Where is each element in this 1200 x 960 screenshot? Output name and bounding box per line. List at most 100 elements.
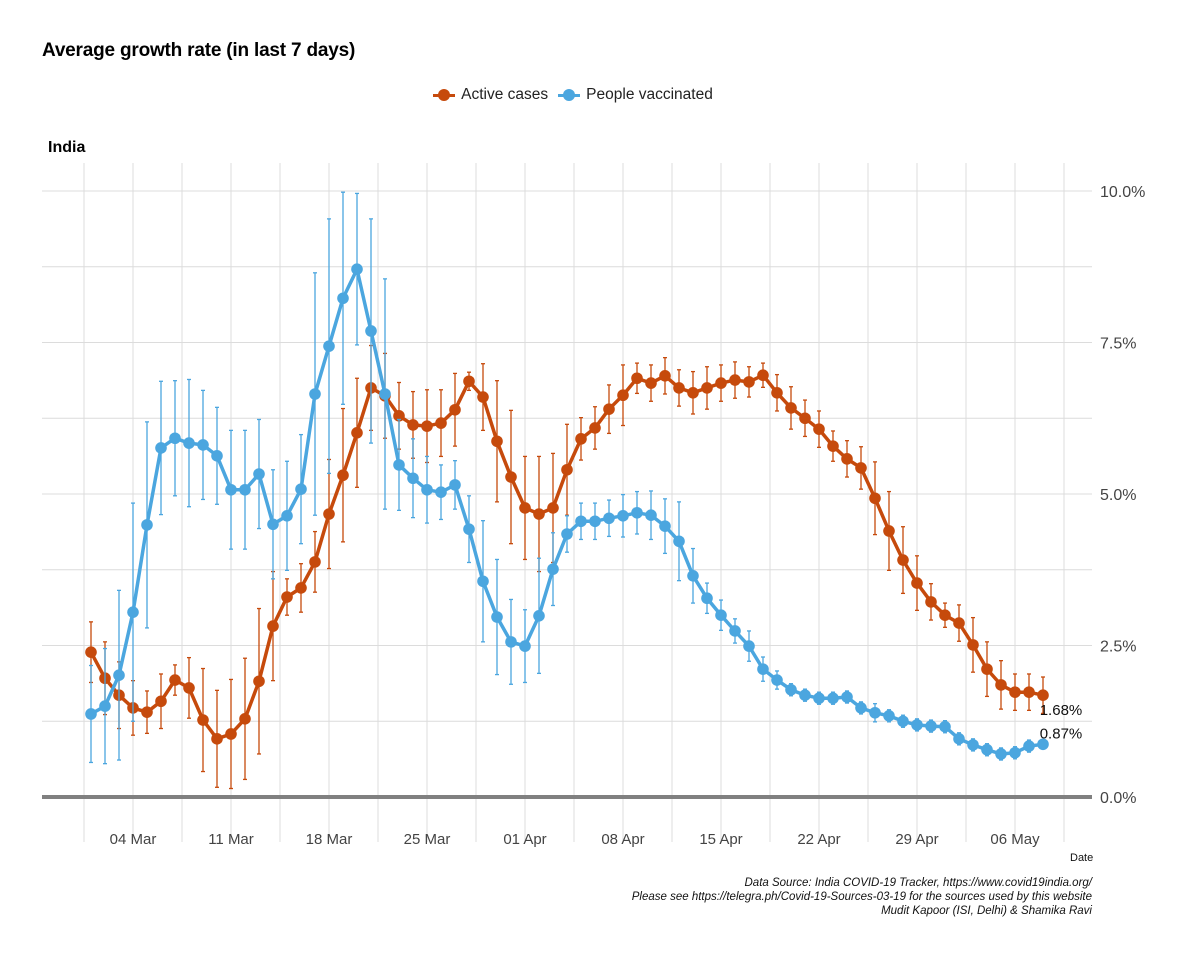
data-point[interactable] [827,440,839,452]
data-point[interactable] [169,432,181,445]
legend-item-people-vaccinated[interactable]: People vaccinated [558,86,713,104]
data-point[interactable] [477,391,489,403]
data-point[interactable] [771,386,783,399]
data-point[interactable] [407,419,419,431]
data-point[interactable] [211,733,223,745]
data-point[interactable] [1009,686,1021,698]
data-point[interactable] [841,453,853,465]
legend-item-active-cases[interactable]: Active cases [433,86,548,104]
data-point[interactable] [225,728,237,740]
data-point[interactable] [365,325,377,337]
data-point[interactable] [435,486,447,498]
data-point[interactable] [99,700,111,712]
data-point[interactable] [561,463,573,476]
data-point[interactable] [183,437,195,449]
data-point[interactable] [239,713,251,725]
data-point[interactable] [925,596,937,608]
data-point[interactable] [519,640,531,652]
data-point[interactable] [967,639,979,651]
data-point[interactable] [939,609,951,621]
data-point[interactable] [197,714,209,726]
data-point[interactable] [211,450,223,462]
data-point[interactable] [449,403,461,416]
data-point[interactable] [757,663,769,675]
data-point[interactable] [309,556,321,568]
data-point[interactable] [981,743,993,756]
data-point[interactable] [519,502,531,514]
data-point[interactable] [1009,746,1021,759]
data-point[interactable] [701,592,713,605]
data-point[interactable] [561,528,573,540]
data-point[interactable] [295,483,307,495]
data-point[interactable] [435,417,447,429]
data-point[interactable] [925,720,937,732]
data-point[interactable] [981,663,993,675]
data-point[interactable] [897,554,909,566]
data-point[interactable] [785,683,797,696]
data-point[interactable] [911,719,923,731]
data-point[interactable] [743,640,755,652]
data-point[interactable] [883,525,895,537]
data-point[interactable] [533,610,545,622]
data-point[interactable] [1023,740,1035,752]
data-point[interactable] [547,502,559,514]
data-point[interactable] [575,433,587,445]
data-point[interactable] [645,377,657,389]
data-point[interactable] [351,426,363,439]
data-point[interactable] [869,706,881,719]
data-point[interactable] [869,492,881,505]
data-point[interactable] [309,388,321,400]
data-point[interactable] [617,389,629,402]
data-point[interactable] [183,682,195,694]
data-point[interactable] [939,720,951,733]
data-point[interactable] [113,669,125,681]
data-point[interactable] [463,523,475,535]
data-point[interactable] [1037,689,1049,701]
data-point[interactable] [491,611,503,623]
data-point[interactable] [323,340,335,352]
data-point[interactable] [911,577,923,589]
data-point[interactable] [253,675,265,688]
data-point[interactable] [883,709,895,722]
data-point[interactable] [603,403,615,415]
data-point[interactable] [785,402,797,414]
data-point[interactable] [953,733,965,745]
data-point[interactable] [267,518,279,531]
data-point[interactable] [575,515,587,528]
data-point[interactable] [855,702,867,714]
data-point[interactable] [659,520,671,532]
data-point[interactable] [169,674,181,686]
data-point[interactable] [701,382,713,394]
data-point[interactable] [351,263,363,275]
data-point[interactable] [393,410,405,422]
data-point[interactable] [855,462,867,474]
data-point[interactable] [155,695,167,708]
data-point[interactable] [631,506,643,519]
data-point[interactable] [687,386,699,399]
data-point[interactable] [141,706,153,718]
data-point[interactable] [127,606,139,618]
data-point[interactable] [799,689,811,701]
data-point[interactable] [281,510,293,522]
data-point[interactable] [505,636,517,648]
data-point[interactable] [421,483,433,496]
data-point[interactable] [155,442,167,454]
data-point[interactable] [841,691,853,703]
data-point[interactable] [589,422,601,434]
data-point[interactable] [715,609,727,621]
data-point[interactable] [337,292,349,305]
data-point[interactable] [85,708,97,720]
data-point[interactable] [491,435,503,448]
data-point[interactable] [799,412,811,425]
data-point[interactable] [617,510,629,522]
data-point[interactable] [267,620,279,632]
data-point[interactable] [743,376,755,388]
data-point[interactable] [337,469,349,482]
data-point[interactable] [1023,686,1035,698]
data-point[interactable] [589,515,601,528]
data-point[interactable] [281,591,293,603]
data-point[interactable] [253,468,265,480]
data-point[interactable] [393,459,405,471]
data-point[interactable] [141,519,153,531]
data-point[interactable] [225,483,237,496]
